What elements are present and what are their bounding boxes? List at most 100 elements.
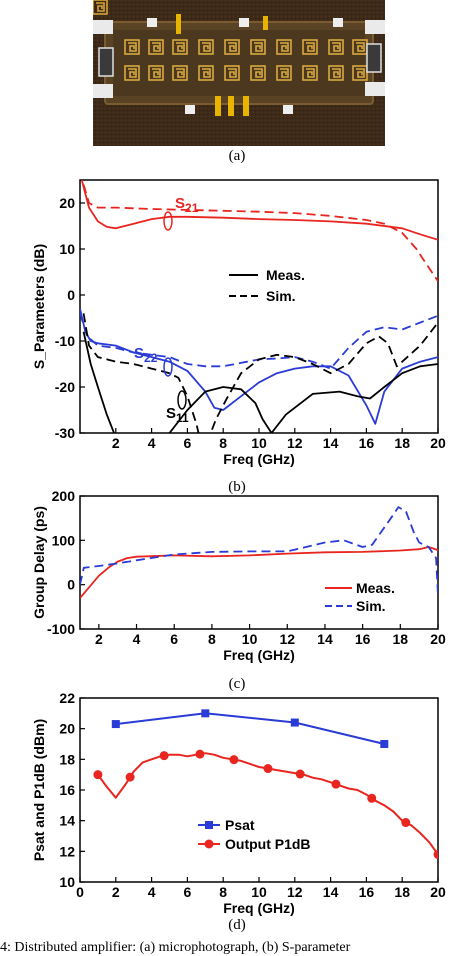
x-tick-label: 10 bbox=[251, 435, 267, 451]
x-axis-label: Freq (GHz) bbox=[223, 647, 295, 663]
s22-label-sub: 22 bbox=[144, 351, 158, 365]
group-delay-chart: 2 4 6 8 10 12 14 16 18 20 -100 0 100 200 Freq (GHz) Gro… bbox=[31, 488, 446, 663]
x-tick-label: 2 bbox=[112, 435, 120, 451]
series-group bbox=[80, 506, 438, 599]
y-tick-label: 10 bbox=[59, 241, 75, 257]
legend-label-meas: Meas. bbox=[356, 580, 395, 596]
series-group bbox=[80, 180, 438, 433]
x-tick-label: 4 bbox=[148, 884, 156, 900]
caption-c: (c) bbox=[228, 676, 246, 692]
s21-label-main: S bbox=[175, 195, 185, 212]
x-axis-label: Freq (GHz) bbox=[223, 900, 295, 916]
x-tick-label: 14 bbox=[317, 631, 333, 647]
x-tick-label: 16 bbox=[355, 631, 371, 647]
s22-label-main: S bbox=[134, 345, 144, 362]
chip-microphotograph bbox=[93, 0, 385, 146]
y-tick-label: 200 bbox=[52, 488, 76, 504]
x-tick-label: 12 bbox=[279, 631, 295, 647]
x-tick-label: 12 bbox=[287, 435, 303, 451]
x-tick-label: 16 bbox=[359, 884, 375, 900]
series-line-s21-meas- bbox=[80, 180, 438, 241]
legend-label-meas: Meas. bbox=[266, 267, 305, 283]
y-tick-label: 10 bbox=[59, 874, 75, 890]
x-tick-label: 20 bbox=[430, 631, 446, 647]
x-tick-label: 18 bbox=[394, 884, 410, 900]
x-tick-label: 10 bbox=[251, 884, 267, 900]
legend-label-psat: Psat bbox=[225, 817, 255, 833]
data-point bbox=[159, 751, 169, 761]
data-point bbox=[263, 764, 273, 774]
y-axis-label: Psat and P1dB (dBm) bbox=[31, 719, 47, 861]
y-tick-label: 20 bbox=[59, 195, 75, 211]
s21-label-sub: 21 bbox=[185, 201, 199, 215]
x-tick-label: 10 bbox=[242, 631, 258, 647]
legend-label-sim: Sim. bbox=[266, 288, 296, 304]
x-tick-label: 14 bbox=[323, 884, 339, 900]
x-tick-label: 0 bbox=[76, 884, 84, 900]
legend-marker-p1db bbox=[204, 839, 214, 849]
caption-d: (d) bbox=[228, 917, 246, 933]
legend-label-p1db: Output P1dB bbox=[225, 836, 311, 852]
y-tick-label: 20 bbox=[59, 721, 75, 737]
data-point bbox=[229, 755, 239, 765]
legend-label-sim: Sim. bbox=[356, 598, 386, 614]
data-point bbox=[433, 849, 438, 859]
y-axis-label: Group Delay (ps) bbox=[31, 506, 47, 619]
x-axis-label: Freq (GHz) bbox=[223, 451, 295, 467]
y-tick-label: 0 bbox=[67, 287, 75, 303]
x-tick-label: 6 bbox=[184, 884, 192, 900]
data-point bbox=[111, 720, 120, 729]
psat-p1db-chart: 0 2 4 6 8 10 12 14 16 18 20 10 12 14 16 18 20 22 Freq (GHz… bbox=[31, 690, 446, 916]
series-line-s11-sim- bbox=[82, 313, 438, 433]
data-point bbox=[290, 718, 299, 727]
s21-ellipse bbox=[163, 211, 173, 231]
legend: Meas. Sim. bbox=[325, 580, 395, 614]
x-tick-label: 16 bbox=[359, 435, 375, 451]
y-tick-label: 0 bbox=[67, 577, 75, 593]
legend: Psat Output P1dB bbox=[198, 817, 311, 852]
data-point bbox=[401, 818, 411, 828]
x-tick-label: 6 bbox=[184, 435, 192, 451]
y-tick-label: 22 bbox=[59, 690, 75, 706]
y-tick-label: -20 bbox=[55, 379, 75, 395]
data-point bbox=[367, 793, 377, 803]
legend: Meas. Sim. bbox=[229, 267, 305, 304]
y-tick-label: -10 bbox=[55, 333, 75, 349]
x-tick-label: 2 bbox=[95, 631, 103, 647]
s11-label: S11 bbox=[166, 405, 189, 425]
s21-label: S21 bbox=[175, 195, 199, 215]
plot-frame bbox=[79, 179, 439, 434]
plot-frame bbox=[79, 697, 439, 883]
x-tick-label: 4 bbox=[148, 435, 156, 451]
y-tick-label: 14 bbox=[59, 813, 75, 829]
figure-caption: 4: Distributed amplifier: (a) microphoto… bbox=[0, 940, 351, 955]
series-line-sim- bbox=[80, 506, 438, 596]
s-parameters-chart: 2 4 6 8 10 12 14 16 18 20 -30 -20 -10 0 10 20 Freq (GHz)… bbox=[31, 179, 446, 467]
data-point bbox=[93, 770, 103, 780]
data-point bbox=[331, 779, 341, 789]
series-line-psat bbox=[115, 712, 385, 745]
s22-label: S22 bbox=[134, 345, 158, 365]
y-tick-label: 18 bbox=[59, 751, 75, 767]
series-group bbox=[93, 709, 438, 859]
series-line-meas- bbox=[80, 546, 438, 599]
x-tick-label: 14 bbox=[323, 435, 339, 451]
chip-microphotograph-icon bbox=[93, 0, 385, 146]
y-tick-label: 16 bbox=[59, 782, 75, 798]
s11-label-main: S bbox=[166, 405, 176, 422]
y-tick-label: -30 bbox=[55, 425, 75, 441]
legend-marker-psat bbox=[205, 821, 213, 829]
data-point bbox=[195, 749, 205, 759]
plot-frame bbox=[79, 495, 439, 630]
s11-ellipse bbox=[177, 390, 187, 410]
x-tick-label: 20 bbox=[430, 884, 446, 900]
series-line-s21-sim- bbox=[82, 184, 438, 282]
x-tick-label: 18 bbox=[393, 631, 409, 647]
data-point bbox=[295, 769, 305, 779]
x-tick-label: 8 bbox=[219, 435, 227, 451]
x-tick-label: 4 bbox=[133, 631, 141, 647]
s22-ellipse bbox=[163, 357, 173, 377]
x-tick-label: 18 bbox=[394, 435, 410, 451]
data-point bbox=[125, 772, 135, 782]
x-tick-label: 6 bbox=[170, 631, 178, 647]
